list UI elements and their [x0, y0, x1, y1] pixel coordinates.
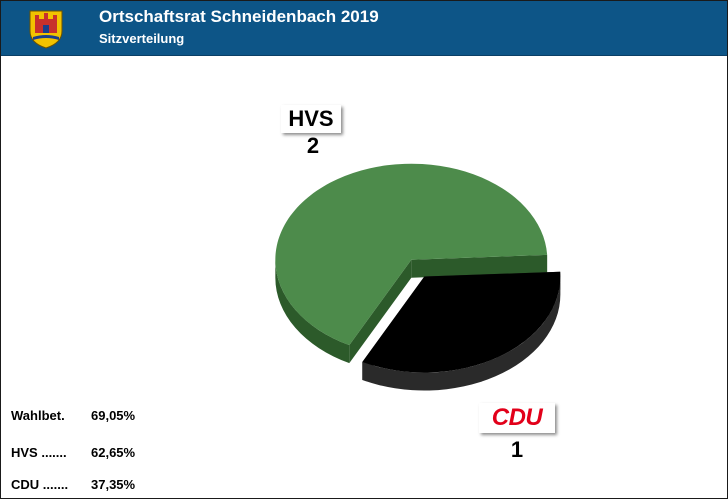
stat-value: 62,65%	[91, 445, 136, 460]
stat-row-hvs: HVS ....... 62,65%	[11, 445, 135, 460]
stat-label: CDU .......	[11, 477, 69, 492]
chart-title: Ortschaftsrat Schneidenbach 2019	[99, 7, 379, 26]
slice-label-cdu: CDU	[479, 403, 555, 433]
stat-label: HVS .......	[11, 445, 67, 460]
pie-slice-cdu-top	[362, 271, 561, 373]
stat-label: Wahlbet.	[11, 408, 65, 423]
pie-slice-hvs-edge-0	[349, 259, 412, 364]
stat-row-turnout: Wahlbet. 69,05%	[11, 408, 135, 423]
town-crest-icon	[29, 10, 63, 49]
pie-slice-cdu-side	[362, 276, 561, 391]
pie-slice-hvs-edge-1	[411, 254, 548, 278]
pie-slice-hvs-top	[275, 163, 548, 346]
slice-value-cdu: 1	[510, 437, 524, 462]
header-bar: Ortschaftsrat Schneidenbach 2019 Sitzver…	[1, 1, 727, 56]
slice-value-hvs: 2	[306, 133, 320, 158]
stat-value: 69,05%	[91, 408, 136, 423]
chart-subtitle: Sitzverteilung	[99, 31, 185, 46]
slice-label-hvs: HVS	[281, 105, 341, 133]
stat-row-cdu: CDU ....... 37,35%	[11, 477, 135, 492]
pie-slice-hvs-side	[275, 259, 350, 364]
stat-value: 37,35%	[91, 477, 136, 492]
pie-slice-hvs	[275, 163, 548, 364]
pie-slice-cdu	[362, 271, 561, 391]
